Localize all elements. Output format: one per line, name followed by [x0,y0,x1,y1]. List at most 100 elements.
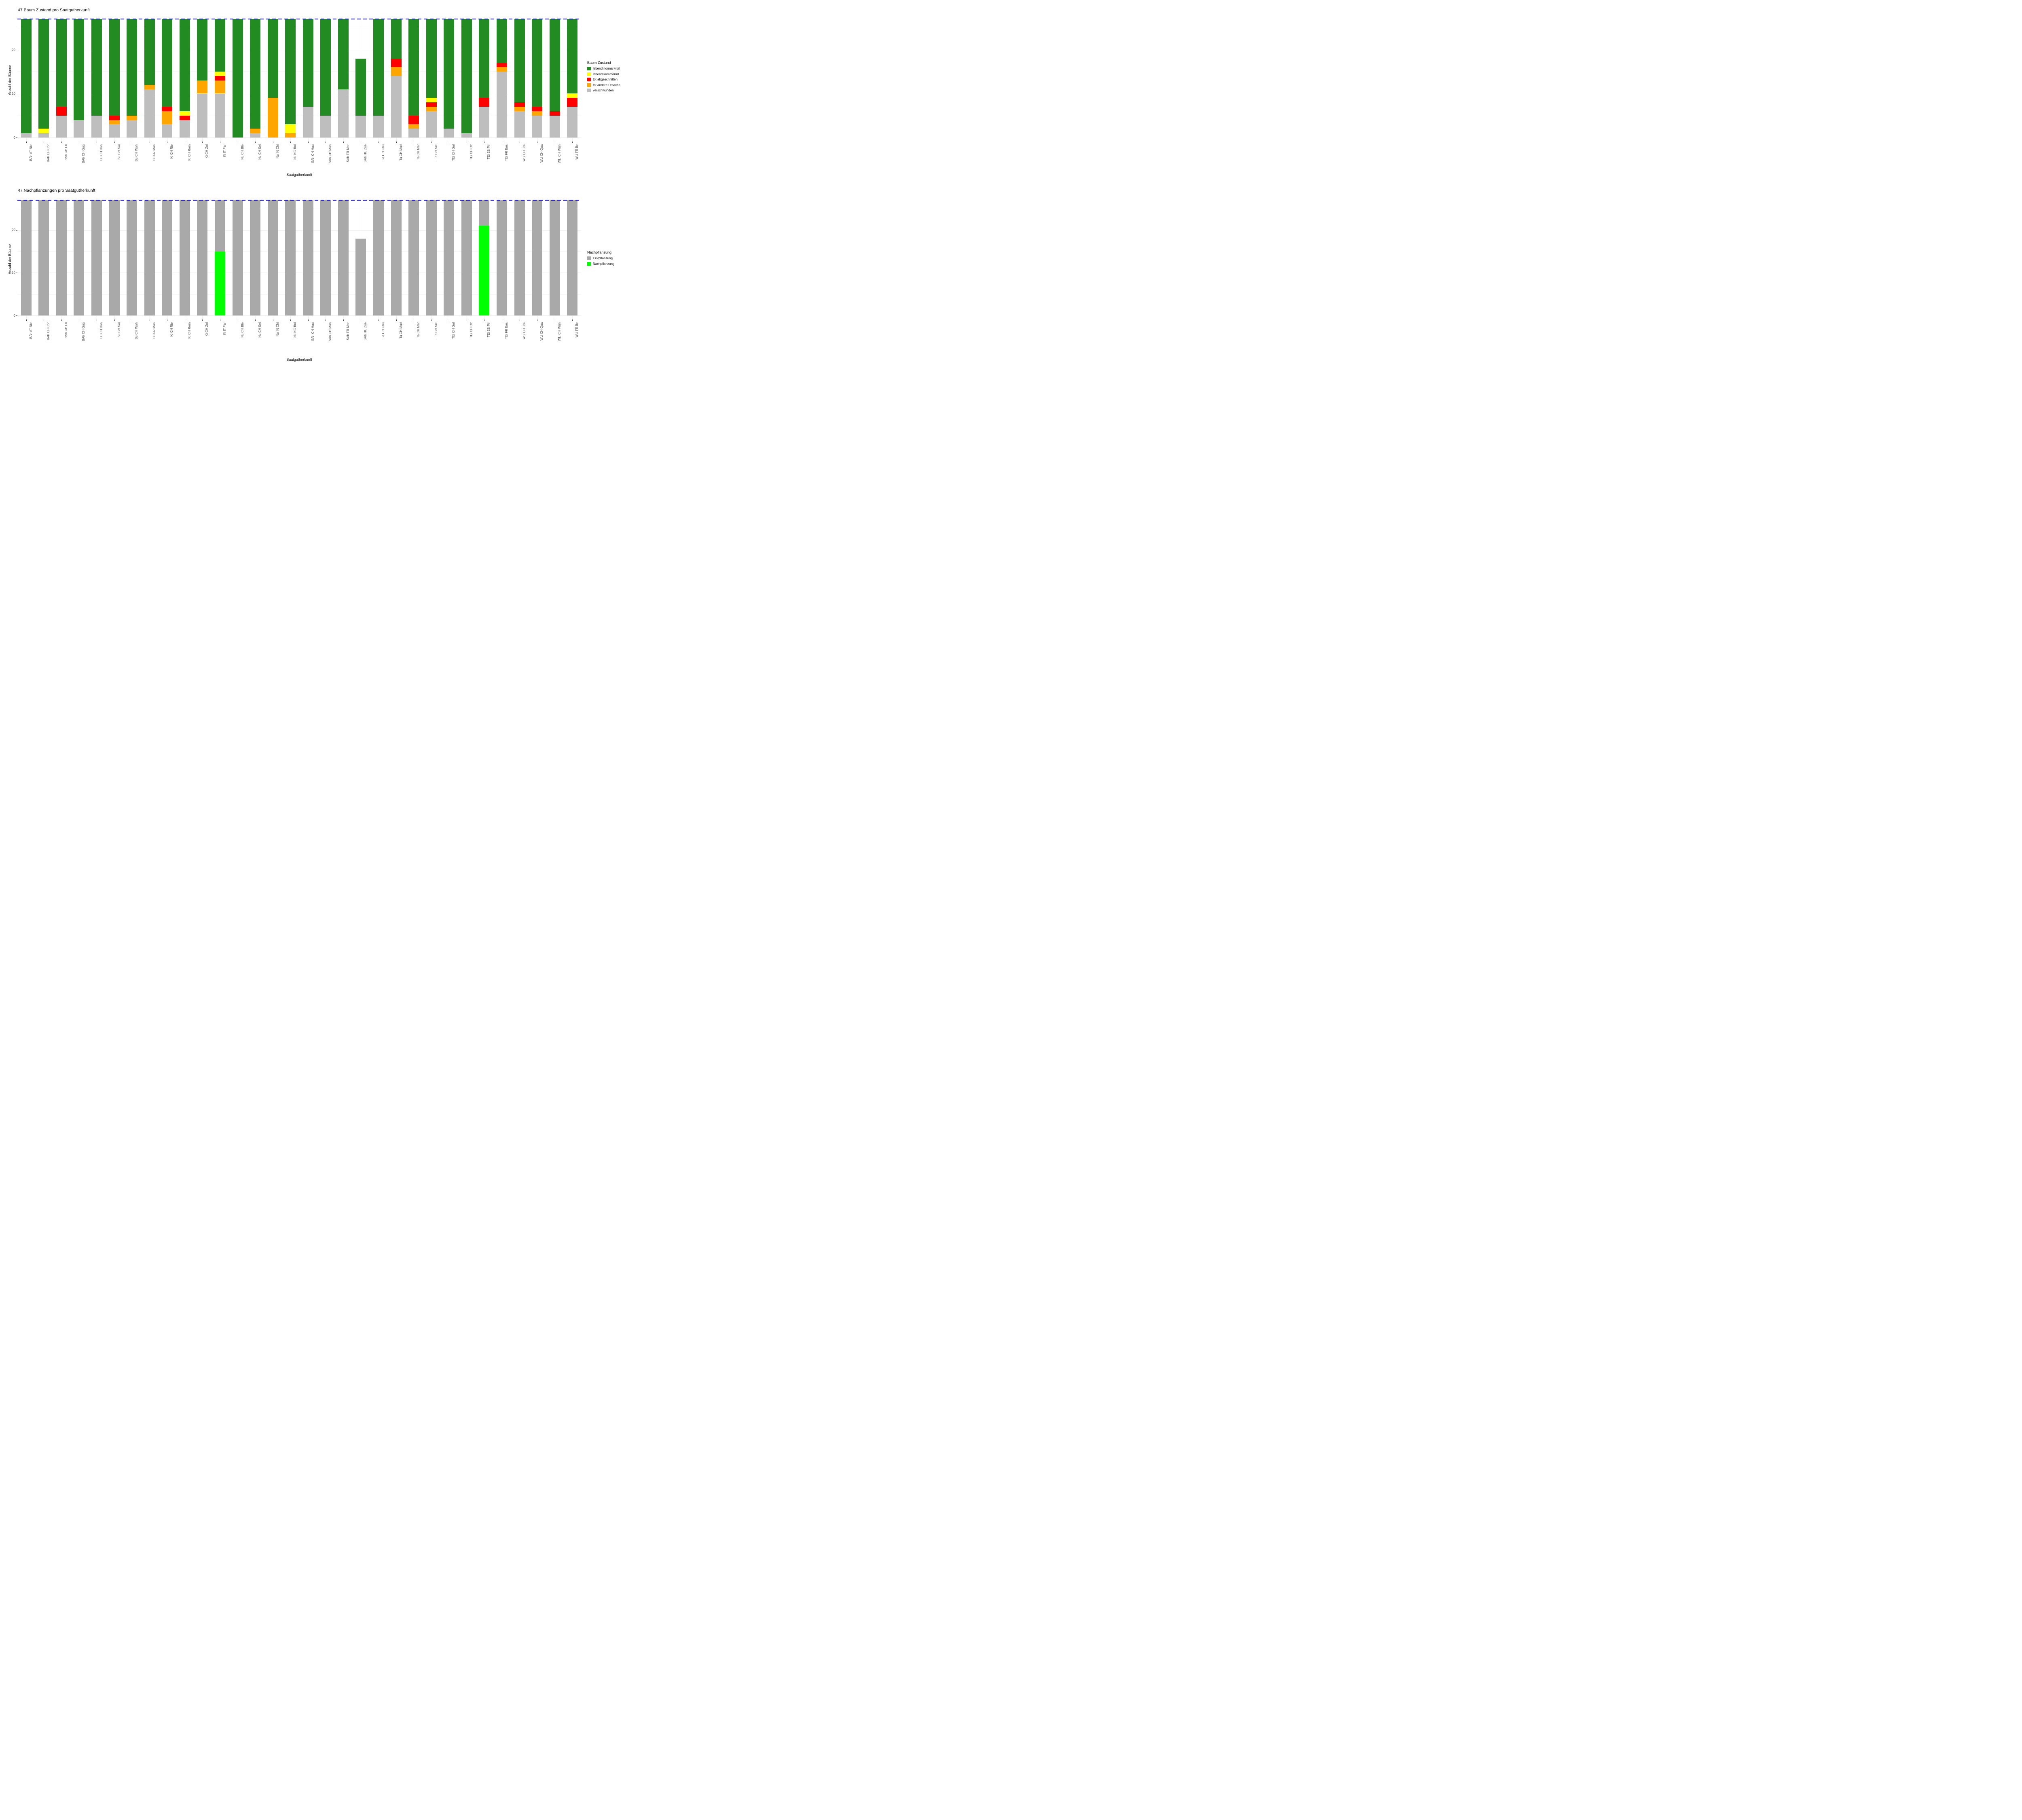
bar-Ki CH Rom-lebend kümmernd [179,111,190,116]
bar-Ki CH Rom-lebend normal vital [179,19,190,111]
x-category-label: Nu KG Bul [293,322,297,338]
bar-Ta CH Mad-verschwunden [391,76,402,138]
bar-Ta CH Mad-tot abgeschnitten [391,58,402,68]
bar-Ta CH Mad-lebend normal vital [391,19,402,59]
bar-Ki CH Rie-tot andere Ursache [162,111,173,125]
y-tick-label-10: 10 [12,92,15,95]
x-category-label: WLi FR Île [575,322,579,338]
bar-Ta CH Chu-lebend normal vital [373,19,384,116]
page: { "chart_data": [ { "type": "bar", "stac… [0,0,620,364]
legend-baum-zustand: Baum Zustand lebend normal vital lebend k… [587,61,620,94]
bar-WLi CH Bre-verschwunden [514,111,525,138]
legend-item-tot-abgeschnitten: tot abgeschnitten [587,78,620,81]
x-tick-mark [572,320,573,321]
bar-Ki IT Par-tot andere Ursache [214,80,225,94]
legend-items-baum-zustand: lebend normal vital lebend kümmernd tot ab… [587,67,620,92]
bar-TEi FR Bas-Erstpflanzung [496,200,507,315]
x-category-label: Nu CH Ble [240,322,244,338]
x-category-label: Nu CH Sel [258,322,262,338]
chart-title-baum-zustand: 47 Baum Zustand pro Saatgutherkunft [18,8,90,13]
bar-SAh CH Hau-Erstpflanzung [302,200,313,315]
bar-Nu IN Chi-tot andere Ursache [267,98,278,138]
bar-WLi CH Qua-tot andere Ursache [532,111,543,116]
bar-Ki CH Rie-lebend normal vital [162,19,173,107]
x-tick-mark [396,142,397,143]
x-category-label: TEi FR Bas [504,322,508,339]
x-tick-mark [26,142,27,143]
bar-SAh HU Zsé-Erstpflanzung [355,238,366,315]
x-category-label: SAh CH Mün [328,322,332,341]
bar-Ki IT Par-lebend kümmernd [214,72,225,76]
bar-TEi FR Bas-lebend normal vital [496,19,507,63]
bar-Bu CH Bon-lebend normal vital [91,19,102,116]
bar-BAh CH Gug-lebend normal vital [74,19,85,120]
x-category-label: Bu CH Bon [99,322,104,339]
bar-Nu CH Ble-lebend normal vital [232,19,243,138]
bar-WLi FR Île-tot abgeschnitten [567,98,578,107]
x-category-label: SAh CH Hau [311,322,315,341]
gridline-y-20 [17,230,581,231]
bar-TEi ES Pir-Nachpflanzung [479,226,490,315]
bar-Ta CH Mar-tot abgeschnitten [408,115,419,125]
x-tick-mark [202,142,203,143]
bar-Ki CH Rom-Erstpflanzung [179,200,190,315]
x-axis-title-top: Saatgutherkunft [286,173,312,177]
x-category-label: TEi CH Olt [469,322,473,338]
bar-WLi FR Île-Erstpflanzung [567,200,578,315]
bar-TEi FR Bas-tot abgeschnitten [496,63,507,68]
x-tick-mark [202,320,203,321]
bar-SAh HU Zsé-lebend normal vital [355,58,366,116]
bar-Nu CH Sel-verschwunden [250,133,261,138]
bar-WLi CH Bre-tot andere Ursache [514,107,525,111]
bar-Ta CH Mar-verschwunden [408,129,419,138]
legend-item-label: Erstpflanzung [593,256,613,260]
bar-BAh CH Gug-Erstpflanzung [74,200,85,315]
bar-Nu KG Bul-Erstpflanzung [285,200,296,315]
bar-TEi CH Gal-lebend normal vital [444,19,455,129]
bar-TEi FR Bas-tot andere Ursache [496,67,507,72]
bar-TEi CH Olt-lebend normal vital [461,19,472,133]
chart-title-nachpflanzungen: 47 Nachpflanzungen pro Saatgutherkunft [18,188,95,193]
legend-item-label: tot andere Ursache [593,83,621,87]
legend-item-tot-andere-ursache: tot andere Ursache [587,83,620,87]
legend-items-nachpflanzung: Erstpflanzung Nachpflanzung [587,256,614,266]
bar-Nu IN Chi-Erstpflanzung [267,200,278,315]
bar-BAh CH Cor-lebend kümmernd [38,129,49,133]
bar-Ki CH Rom-verschwunden [179,120,190,138]
bar-Ta CH Mad-tot andere Ursache [391,67,402,76]
bar-Ta CH Mar-tot andere Ursache [408,124,419,129]
baum-zustand-chart: 47 Baum Zustand pro Saatgutherkunft Anza… [0,0,620,364]
legend-item-label: lebend normal vital [593,67,620,70]
gridline-y-0 [17,315,581,316]
x-tick-mark [290,320,291,321]
bar-Nu CH Sel-lebend normal vital [250,19,261,129]
bar-Ki IT Par-tot abgeschnitten [214,76,225,80]
bar-Ki CH Rie-Erstpflanzung [162,200,173,315]
legend-item-verschwunden: verschwunden [587,89,620,92]
bar-TEi CH Gal-verschwunden [444,129,455,138]
bar-BAh CH Fli-tot abgeschnitten [56,107,67,116]
bar-SAh CH Mün-verschwunden [320,115,331,138]
x-category-label: TEi ES Pir [487,322,491,337]
x-category-label: SAh HU Zsé [364,322,368,341]
bar-Ta CH Sie-Erstpflanzung [426,200,437,315]
y-tick-mark [16,315,17,316]
legend-item-label: Nachpflanzung [593,262,615,266]
bar-Ta CH Chu-verschwunden [373,115,384,138]
x-axis-title-bottom: Saatgutherkunft [286,358,312,362]
bar-Bu FR Mas-verschwunden [144,89,155,138]
x-category-label: Ki CH Rom [187,322,191,339]
bar-Bu CH Woh-Erstpflanzung [127,200,137,315]
bar-Ta CH Sie-tot abgeschnitten [426,102,437,107]
legend-key-swatch [587,67,591,70]
bar-TEi ES Pir-Erstpflanzung [479,200,490,226]
x-tick-mark [61,142,62,143]
x-tick-mark [396,320,397,321]
bar-SAh CH Mün-Erstpflanzung [320,200,331,315]
x-category-label: Ki IT Par [222,322,226,335]
bar-SAh FR Mor-Erstpflanzung [338,200,349,315]
bar-Bu FR Mas-tot andere Ursache [144,85,155,89]
bar-SAh CH Mün-lebend normal vital [320,19,331,116]
bar-Nu CH Sel-tot andere Ursache [250,129,261,133]
bar-WLi CH Wün-verschwunden [549,115,560,138]
